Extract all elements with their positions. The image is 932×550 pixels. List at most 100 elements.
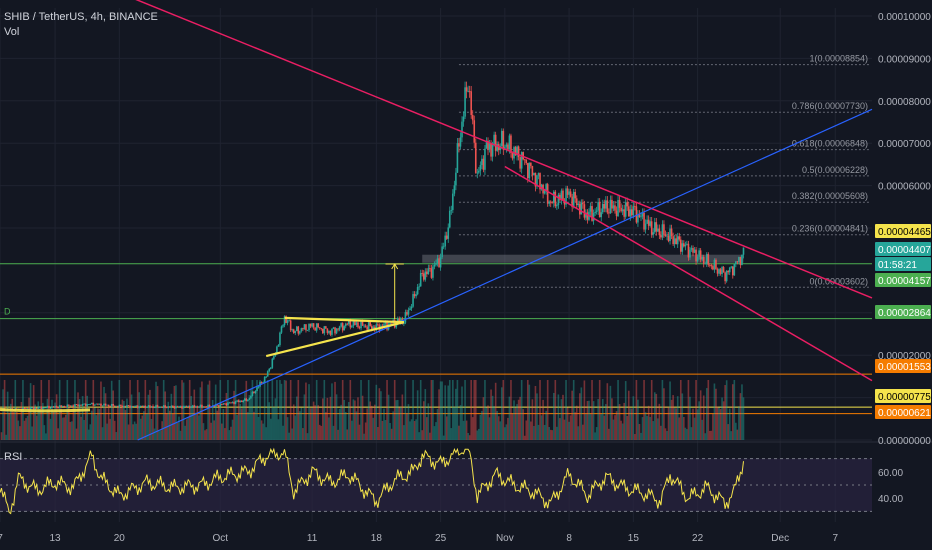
candle-body [565, 188, 567, 205]
volume-bar [528, 384, 531, 440]
candle-body [595, 210, 598, 212]
volume-bar [228, 430, 231, 440]
volume-bar [51, 399, 53, 440]
candle-body [543, 190, 546, 194]
time-axis[interactable]: 7 13 20 Oct 11 18 25 Nov 8 15 22 Dec 7 [0, 533, 839, 544]
volume-bar [675, 408, 677, 440]
volume-bar [78, 398, 81, 440]
candle-body [89, 403, 92, 405]
candle-body [351, 325, 353, 328]
volume-bar [592, 401, 595, 440]
volume-bar [422, 401, 425, 440]
volume-bar [115, 432, 118, 440]
candle-body [282, 325, 284, 327]
volume-bar [705, 388, 708, 440]
drawing-tools[interactable] [0, 0, 873, 441]
volume-bar [436, 408, 439, 440]
candle-body [123, 405, 125, 408]
volume-bar [588, 400, 590, 440]
candle-body [372, 326, 375, 330]
candle-body [61, 405, 64, 407]
candle-body [54, 406, 56, 408]
candle-body [505, 144, 508, 147]
volume-bar [240, 408, 243, 440]
candle-body [563, 200, 566, 205]
volume-bar [214, 384, 217, 440]
volume-bar [684, 427, 687, 440]
volume-bar [735, 422, 737, 440]
candle-body [127, 405, 130, 407]
volume-bar [375, 384, 378, 440]
rsi-line [0, 447, 744, 515]
candle-body [335, 328, 338, 334]
candle-body [300, 328, 303, 332]
volume-bar [38, 408, 41, 440]
volume-bar [409, 421, 411, 440]
candle-body [51, 406, 53, 408]
candle-body [181, 406, 183, 409]
candle-body [496, 144, 498, 151]
volume-bar [42, 402, 44, 440]
candle-body [277, 344, 280, 347]
volume-bar [276, 380, 278, 440]
candle-body [364, 325, 367, 327]
volume-bar [669, 381, 671, 440]
candle-body [413, 294, 416, 297]
candle-body [632, 206, 635, 216]
candle-body [152, 406, 154, 408]
candle-body [663, 224, 665, 235]
volume-bar [617, 380, 619, 440]
candle-body [80, 404, 82, 406]
candle-body [490, 143, 492, 157]
volume-bar [615, 411, 618, 440]
volume-bar [471, 417, 474, 440]
candle-body [133, 406, 136, 407]
candle-body [494, 134, 497, 151]
candle-body [360, 320, 362, 329]
volume-bar [372, 417, 375, 440]
volume-bar [727, 424, 729, 440]
candle-body [539, 173, 541, 190]
price-candles [0, 81, 745, 412]
candle-body [585, 212, 587, 218]
volume-bar [283, 380, 286, 440]
candle-body [348, 319, 350, 325]
candle-body [256, 387, 258, 391]
volume-bar [393, 380, 396, 440]
candle-body [130, 406, 133, 408]
volume-bar [338, 408, 341, 440]
candle-body [530, 162, 532, 166]
volume-bar [303, 394, 306, 440]
candle-body [644, 223, 647, 230]
candle-body [716, 268, 719, 274]
candle-body [75, 404, 78, 406]
volume-bar [295, 396, 298, 440]
volume-bar [354, 400, 356, 440]
volume-bar [263, 380, 266, 440]
rsi-tick-label: 40.00 [878, 494, 903, 505]
candle-body [124, 405, 127, 407]
volume-bar [271, 380, 274, 440]
volume-bar [398, 407, 401, 440]
price-tick-label: 0.00000000 [878, 436, 931, 447]
volume-bar [89, 424, 92, 440]
volume-bar [124, 410, 127, 440]
volume-bar [289, 380, 292, 440]
volume-bar [692, 408, 694, 440]
volume-bar [650, 380, 653, 440]
candle-body [447, 227, 450, 239]
time-tick-label: 7 [0, 533, 3, 544]
volume-bar [314, 405, 316, 440]
candle-body [243, 398, 246, 401]
volume-bar [710, 430, 713, 440]
triangle-lower-line [265, 321, 405, 358]
candle-body [384, 322, 387, 324]
candle-body [445, 235, 448, 239]
candle-body [510, 135, 512, 153]
candle-body [606, 200, 609, 213]
volume-bar [355, 411, 358, 440]
candle-body [121, 405, 124, 408]
candle-body [201, 405, 203, 408]
price-tag [875, 359, 931, 373]
